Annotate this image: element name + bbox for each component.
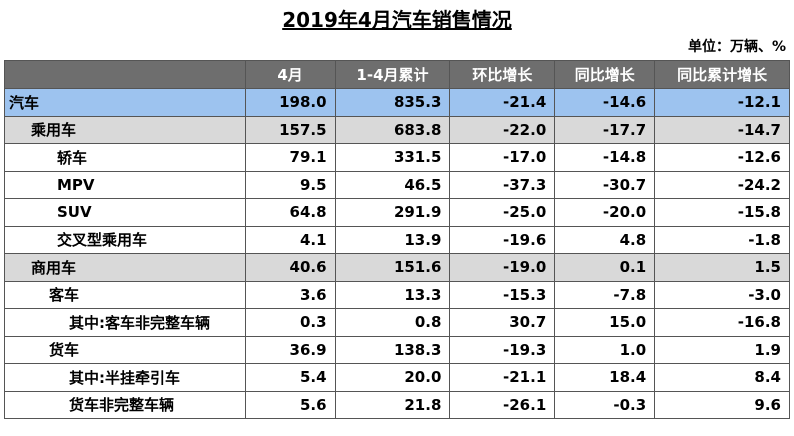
value-cell: -12.6 [654,143,790,172]
value-cell: 4.8 [554,225,656,254]
value-cell: 20.0 [334,363,451,392]
row-label: 货车 [4,335,246,364]
row-label: MPV [4,170,246,199]
value-cell: 291.9 [334,198,451,227]
value-cell: 5.4 [244,363,336,392]
value-cell: -21.4 [449,88,556,117]
value-cell: 151.6 [334,253,451,282]
header-row: 4月 1-4月累计 环比增长 同比增长 同比累计增长 [4,60,790,89]
header-cell: 1-4月累计 [334,60,451,89]
value-cell: -17.0 [449,143,556,172]
table-row: 客车 3.6 13.3 -15.3 -7.8 -3.0 [4,280,790,309]
table-row: 交叉型乘用车 4.1 13.9 -19.6 4.8 -1.8 [4,225,790,254]
table-row: 商用车 40.6 151.6 -19.0 0.1 1.5 [4,253,790,282]
value-cell: 40.6 [244,253,336,282]
value-cell: 1.5 [654,253,790,282]
value-cell: 4.1 [244,225,336,254]
value-cell: 683.8 [334,115,451,144]
row-label: 客车 [4,280,246,309]
value-cell: 157.5 [244,115,336,144]
table-row: MPV 9.5 46.5 -37.3 -30.7 -24.2 [4,170,790,199]
value-cell: 138.3 [334,335,451,364]
value-cell: 13.9 [334,225,451,254]
value-cell: 198.0 [244,88,336,117]
value-cell: -20.0 [554,198,656,227]
table-row: 其中:半挂牵引车 5.4 20.0 -21.1 18.4 8.4 [4,363,790,392]
header-cell: 同比增长 [554,60,656,89]
value-cell: 5.6 [244,390,336,419]
value-cell: -16.8 [654,308,790,337]
row-label: 轿车 [4,143,246,172]
value-cell: -7.8 [554,280,656,309]
value-cell: -19.6 [449,225,556,254]
value-cell: -21.1 [449,363,556,392]
value-cell: -24.2 [654,170,790,199]
value-cell: -25.0 [449,198,556,227]
value-cell: 8.4 [654,363,790,392]
header-cell: 环比增长 [449,60,556,89]
row-label: 乘用车 [4,115,246,144]
table-row: 汽车 198.0 835.3 -21.4 -14.6 -12.1 [4,88,790,117]
value-cell: 0.8 [334,308,451,337]
value-cell: 79.1 [244,143,336,172]
table-row: 轿车 79.1 331.5 -17.0 -14.8 -12.6 [4,143,790,172]
table-row: SUV 64.8 291.9 -25.0 -20.0 -15.8 [4,198,790,227]
value-cell: -30.7 [554,170,656,199]
value-cell: 21.8 [334,390,451,419]
value-cell: 0.3 [244,308,336,337]
value-cell: -26.1 [449,390,556,419]
title: 2019年4月汽车销售情况 [282,8,512,32]
value-cell: 3.6 [244,280,336,309]
value-cell: 0.1 [554,253,656,282]
value-cell: 36.9 [244,335,336,364]
value-cell: -15.3 [449,280,556,309]
row-label: 其中:客车非完整车辆 [4,308,246,337]
value-cell: 331.5 [334,143,451,172]
header-cell: 4月 [244,60,336,89]
table: 4月 1-4月累计 环比增长 同比增长 同比累计增长 汽车 198.0 835.3 -21.4-… [4,60,790,419]
row-label: 交叉型乘用车 [4,225,246,254]
value-cell: 13.3 [334,280,451,309]
value-cell: -19.3 [449,335,556,364]
value-cell: 46.5 [334,170,451,199]
value-cell: -3.0 [654,280,790,309]
value-cell: -14.6 [554,88,656,117]
value-cell: 18.4 [554,363,656,392]
value-cell: -22.0 [449,115,556,144]
value-cell: -1.8 [654,225,790,254]
value-cell: 9.5 [244,170,336,199]
unit: 单位：万辆、% [687,39,786,55]
value-cell: -0.3 [554,390,656,419]
row-label: 商用车 [4,253,246,282]
value-cell: -17.7 [554,115,656,144]
header-cell: 同比累计增长 [654,60,790,89]
table-row: 货车非完整车辆 5.6 21.8 -26.1 -0.3 9.6 [4,390,790,419]
table-row: 乘用车 157.5 683.8 -22.0 -17.7 -14.7 [4,115,790,144]
value-cell: 1.9 [654,335,790,364]
value-cell: 9.6 [654,390,790,419]
value-cell: 30.7 [449,308,556,337]
value-cell: -15.8 [654,198,790,227]
value-cell: -12.1 [654,88,790,117]
row-label: SUV [4,198,246,227]
value-cell: -14.8 [554,143,656,172]
value-cell: 835.3 [334,88,451,117]
table-row: 货车 36.9 138.3 -19.3 1.0 1.9 [4,335,790,364]
value-cell: -37.3 [449,170,556,199]
table-row: 其中:客车非完整车辆 0.3 0.8 30.7 15.0 -16.8 [4,308,790,337]
value-cell: -14.7 [654,115,790,144]
header-cell [4,60,246,89]
value-cell: -19.0 [449,253,556,282]
row-label: 货车非完整车辆 [4,390,246,419]
value-cell: 64.8 [244,198,336,227]
value-cell: 1.0 [554,335,656,364]
row-label: 其中:半挂牵引车 [4,363,246,392]
row-label: 汽车 [4,88,246,117]
value-cell: 15.0 [554,308,656,337]
